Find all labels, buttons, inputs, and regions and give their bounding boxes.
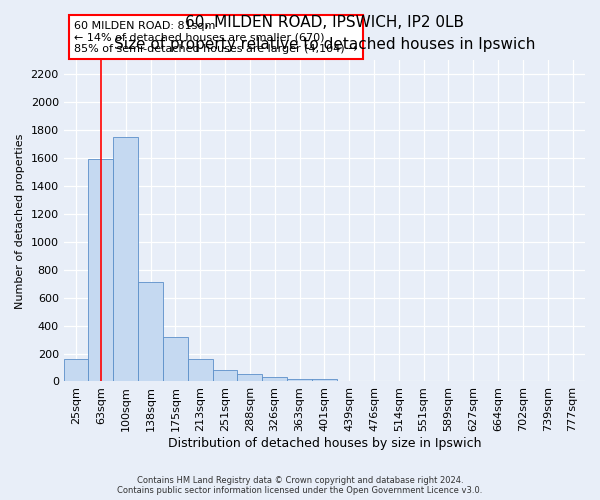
Bar bbox=[287, 378, 312, 382]
Bar bbox=[64, 359, 88, 382]
X-axis label: Distribution of detached houses by size in Ipswich: Distribution of detached houses by size … bbox=[167, 437, 481, 450]
Bar bbox=[312, 378, 337, 382]
Bar bbox=[212, 370, 238, 382]
Y-axis label: Number of detached properties: Number of detached properties bbox=[15, 133, 25, 308]
Bar bbox=[188, 359, 212, 382]
Text: 60 MILDEN ROAD: 81sqm
← 14% of detached houses are smaller (670)
85% of semi-det: 60 MILDEN ROAD: 81sqm ← 14% of detached … bbox=[74, 20, 358, 54]
Text: Contains HM Land Registry data © Crown copyright and database right 2024.
Contai: Contains HM Land Registry data © Crown c… bbox=[118, 476, 482, 495]
Bar bbox=[163, 338, 188, 382]
Title: 60, MILDEN ROAD, IPSWICH, IP2 0LB
Size of property relative to detached houses i: 60, MILDEN ROAD, IPSWICH, IP2 0LB Size o… bbox=[113, 15, 535, 52]
Bar bbox=[262, 378, 287, 382]
Bar bbox=[113, 137, 138, 382]
Bar bbox=[238, 374, 262, 382]
Bar bbox=[88, 160, 113, 382]
Bar bbox=[138, 282, 163, 382]
